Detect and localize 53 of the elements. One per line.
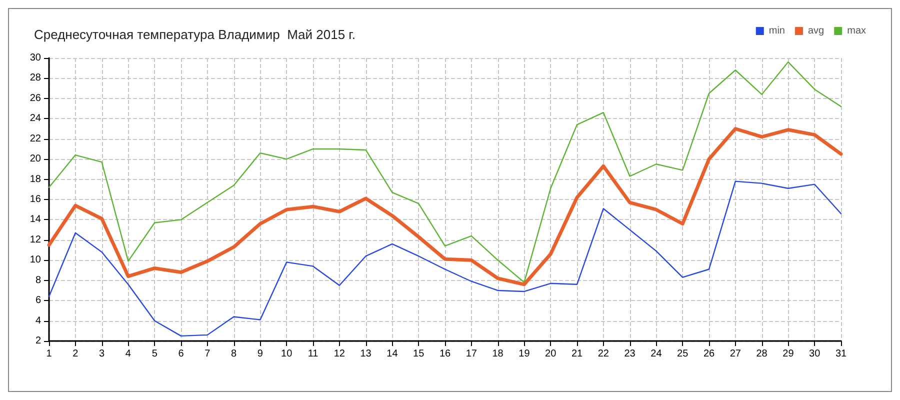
x-tick-label: 30 [809, 348, 821, 360]
x-tick-label: 4 [125, 348, 132, 360]
x-tick-label: 13 [360, 348, 372, 360]
x-tick-label: 22 [598, 348, 610, 360]
x-tick-label: 19 [518, 348, 530, 360]
y-tick-label: 4 [35, 315, 42, 326]
y-tick-label: 20 [30, 154, 42, 165]
y-tick-label: 24 [30, 113, 42, 124]
x-tick-label: 5 [152, 348, 158, 360]
y-tick-label: 8 [35, 274, 42, 286]
x-tick-label: 26 [703, 348, 715, 360]
x-tick-label: 20 [545, 348, 557, 360]
x-tick-label: 17 [466, 348, 478, 360]
legend-label: max [847, 26, 866, 36]
x-tick-label: 28 [756, 348, 768, 360]
x-tick-label: 2 [72, 348, 79, 360]
y-tick-label: 22 [30, 133, 42, 144]
y-tick-label: 26 [30, 92, 42, 104]
x-tick-label: 11 [308, 348, 319, 360]
y-tick-label: 16 [30, 194, 42, 205]
chart-title: Среднесуточная температура Владимир Май 2015 г. [34, 27, 356, 42]
legend-label: avg [808, 26, 824, 36]
x-tick-label: 10 [281, 348, 293, 360]
x-tick-label: 6 [178, 348, 184, 360]
x-tick-label: 24 [650, 348, 662, 360]
x-tick-label: 9 [257, 348, 264, 360]
x-tick-label: 21 [571, 348, 583, 360]
x-tick-label: 3 [99, 348, 106, 360]
y-tick-label: 12 [30, 234, 42, 246]
x-tick-label: 16 [439, 348, 451, 360]
y-tick-label: 28 [30, 72, 42, 84]
x-tick-label: 29 [782, 348, 794, 360]
y-tick-label: 14 [30, 214, 42, 226]
y-tick-label: 18 [30, 174, 42, 185]
y-tick-label: 30 [30, 52, 42, 64]
x-tick-label: 1 [46, 348, 52, 360]
line-series [47, 127, 843, 286]
y-tick-label: 10 [30, 254, 42, 266]
line-series [48, 180, 842, 337]
y-tick-label: 2 [35, 336, 42, 346]
x-tick-label: 8 [231, 348, 238, 360]
x-tick-label: 12 [334, 348, 346, 360]
x-tick-label: 14 [386, 348, 398, 360]
line-series [48, 61, 842, 283]
legend-label: min [768, 26, 785, 36]
x-tick-label: 25 [677, 348, 689, 360]
x-tick-label: 7 [204, 348, 211, 360]
x-tick-label: 27 [730, 348, 742, 360]
x-tick-label: 31 [835, 348, 847, 360]
x-tick-label: 18 [492, 348, 504, 360]
x-tick-label: 15 [413, 348, 425, 360]
x-tick-label: 23 [624, 348, 636, 360]
y-tick-label: 6 [35, 295, 42, 306]
